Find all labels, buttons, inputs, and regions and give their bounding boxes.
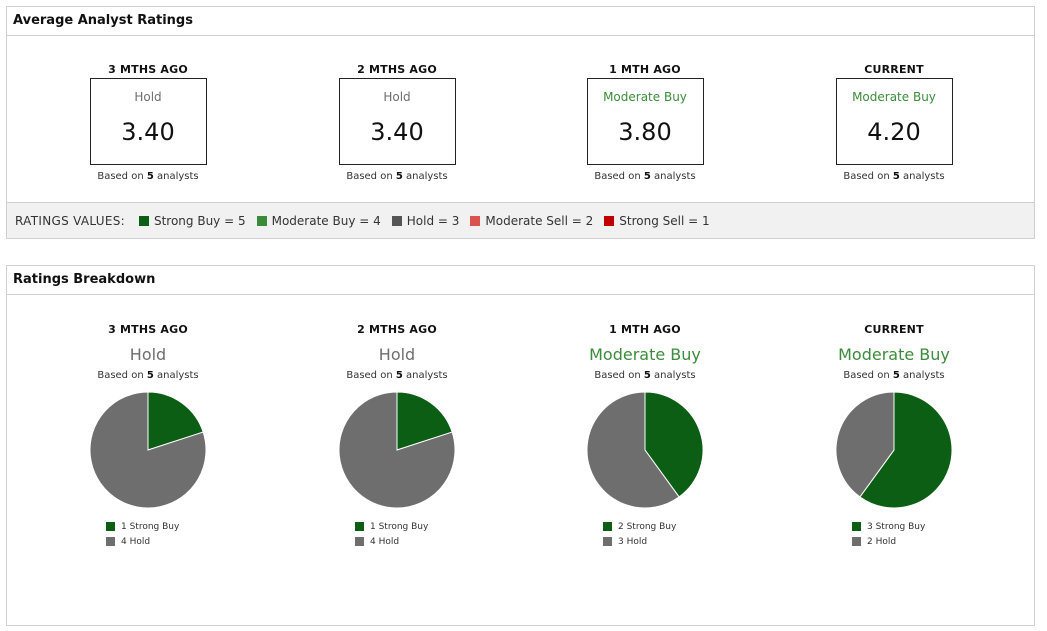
based-on-text: Based on 5 analysts: [843, 370, 945, 381]
average-ratings-panel: Average Analyst Ratings 3 MTHS AGO Hold …: [6, 6, 1035, 239]
pie-legend: 1 Strong Buy 4 Hold: [98, 519, 198, 549]
breakdown-3mths: 3 MTHS AGO Hold Based on 5 analysts 1 St…: [28, 323, 268, 549]
rating-text: Moderate Buy: [589, 345, 701, 364]
rating-box: Hold 3.40: [338, 78, 456, 165]
ratings-breakdown-title: Ratings Breakdown: [7, 266, 1034, 295]
ratings-values-legend: RATINGS VALUES: Strong Buy = 5 Moderate …: [7, 202, 1034, 238]
rating-value: 3.40: [370, 118, 424, 146]
pie-legend-strong-buy: 1 Strong Buy: [347, 519, 447, 534]
period-label: 2 MTHS AGO: [357, 63, 437, 76]
pie-slice-hold: [835, 391, 895, 498]
pie-slice-hold: [338, 391, 456, 509]
pie-slice-hold: [586, 391, 680, 509]
based-on-text: Based on 5 analysts: [594, 370, 696, 381]
legend-hold: Hold = 3: [391, 214, 459, 228]
rating-value: 4.20: [867, 118, 921, 146]
rating-text: Hold: [378, 345, 416, 364]
pie-legend: 3 Strong Buy 2 Hold: [844, 519, 944, 549]
pie-legend-swatch: [852, 522, 861, 531]
period-label: 3 MTHS AGO: [108, 63, 188, 76]
pie-slice-strong-buy: [396, 391, 453, 451]
breakdown-pie-chart: [586, 391, 704, 509]
based-on-text: Based on 5 analysts: [843, 171, 945, 182]
legend-swatch: [470, 215, 481, 226]
pie-slice-strong-buy: [644, 391, 704, 498]
based-on-text: Based on 5 analysts: [97, 370, 199, 381]
pie-legend: 2 Strong Buy 3 Hold: [595, 519, 695, 549]
pie-legend: 1 Strong Buy 4 Hold: [347, 519, 447, 549]
period-label: 3 MTHS AGO: [108, 323, 188, 336]
pie-legend-hold: 2 Hold: [844, 534, 944, 549]
pie-slice-strong-buy: [859, 391, 953, 509]
rating-value: 3.80: [618, 118, 672, 146]
breakdown-pie-chart: [835, 391, 953, 509]
pie-legend-swatch: [603, 522, 612, 531]
based-on-text: Based on 5 analysts: [346, 370, 448, 381]
rating-value: 3.40: [121, 118, 175, 146]
pie-legend-swatch: [603, 537, 612, 546]
breakdown-pie-chart: [338, 391, 456, 509]
legend-moderate-buy: Moderate Buy = 4: [256, 214, 381, 228]
period-label: CURRENT: [864, 323, 924, 336]
breakdown-1mth: 1 MTH AGO Moderate Buy Based on 5 analys…: [525, 323, 765, 549]
rating-text: Hold: [134, 90, 162, 104]
rating-box: Hold 3.40: [89, 78, 207, 165]
pie-legend-strong-buy: 1 Strong Buy: [98, 519, 198, 534]
rating-text: Hold: [383, 90, 411, 104]
ratings-breakdown-panel: Ratings Breakdown 3 MTHS AGO Hold Based …: [6, 265, 1035, 626]
pie-legend-swatch: [852, 537, 861, 546]
legend-swatch: [604, 215, 615, 226]
legend-swatch: [391, 215, 402, 226]
rating-text: Moderate Buy: [838, 345, 950, 364]
breakdown-pie-chart: [89, 391, 207, 509]
avg-period-1mth: 1 MTH AGO Moderate Buy 3.80 Based on 5 a…: [525, 63, 765, 182]
legend-strong-buy: Strong Buy = 5: [138, 214, 246, 228]
legend-moderate-sell: Moderate Sell = 2: [470, 214, 593, 228]
period-label: CURRENT: [864, 63, 924, 76]
pie-legend-swatch: [355, 537, 364, 546]
period-label: 1 MTH AGO: [609, 323, 681, 336]
avg-period-current: CURRENT Moderate Buy 4.20 Based on 5 ana…: [774, 63, 1014, 182]
pie-legend-swatch: [355, 522, 364, 531]
average-ratings-title: Average Analyst Ratings: [7, 7, 1034, 36]
pie-legend-strong-buy: 3 Strong Buy: [844, 519, 944, 534]
legend-swatch: [256, 215, 267, 226]
avg-period-2mths: 2 MTHS AGO Hold 3.40 Based on 5 analysts: [277, 63, 517, 182]
period-label: 2 MTHS AGO: [357, 323, 437, 336]
rating-text: Moderate Buy: [852, 90, 936, 104]
period-label: 1 MTH AGO: [609, 63, 681, 76]
avg-period-3mths: 3 MTHS AGO Hold 3.40 Based on 5 analysts: [28, 63, 268, 182]
pie-legend-swatch: [106, 537, 115, 546]
based-on-text: Based on 5 analysts: [346, 171, 448, 182]
pie-legend-hold: 4 Hold: [98, 534, 198, 549]
legend-swatch: [138, 215, 149, 226]
rating-box: Moderate Buy 4.20: [835, 78, 953, 165]
rating-text: Hold: [129, 345, 167, 364]
breakdown-current: CURRENT Moderate Buy Based on 5 analysts…: [774, 323, 1014, 549]
pie-legend-hold: 4 Hold: [347, 534, 447, 549]
pie-legend-strong-buy: 2 Strong Buy: [595, 519, 695, 534]
pie-slice-hold: [89, 391, 207, 509]
pie-slice-strong-buy: [147, 391, 204, 451]
based-on-text: Based on 5 analysts: [97, 171, 199, 182]
breakdown-2mths: 2 MTHS AGO Hold Based on 5 analysts 1 St…: [277, 323, 517, 549]
pie-legend-swatch: [106, 522, 115, 531]
based-on-text: Based on 5 analysts: [594, 171, 696, 182]
legend-strong-sell: Strong Sell = 1: [604, 214, 710, 228]
pie-legend-hold: 3 Hold: [595, 534, 695, 549]
legend-title: RATINGS VALUES:: [15, 213, 125, 228]
rating-text: Moderate Buy: [603, 90, 687, 104]
rating-box: Moderate Buy 3.80: [586, 78, 704, 165]
